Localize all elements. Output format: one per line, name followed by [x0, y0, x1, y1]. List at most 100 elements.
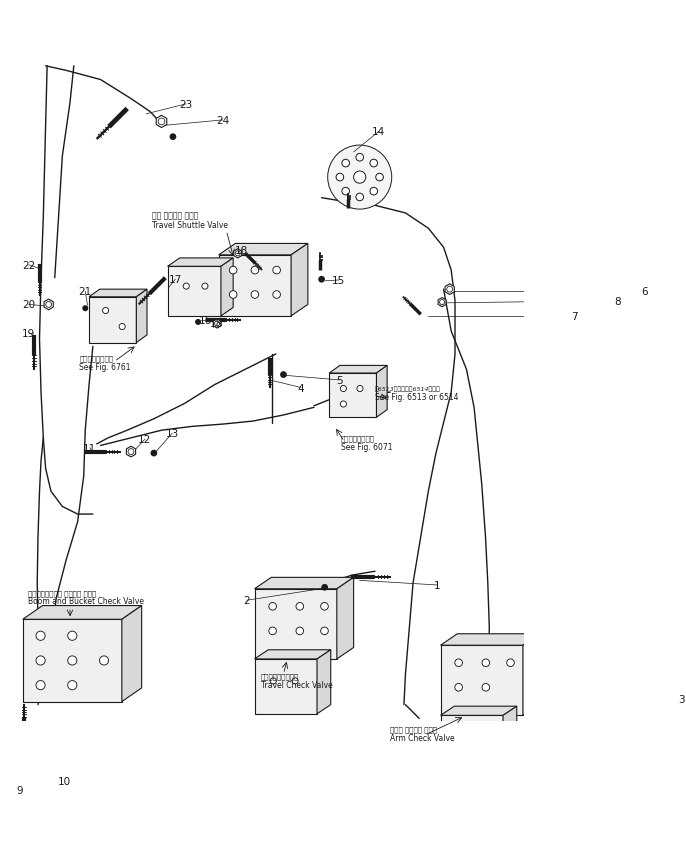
Polygon shape	[167, 267, 221, 317]
Polygon shape	[440, 634, 540, 646]
Circle shape	[119, 324, 126, 330]
Polygon shape	[89, 297, 137, 344]
Circle shape	[342, 188, 349, 195]
Polygon shape	[23, 606, 142, 620]
Polygon shape	[221, 258, 233, 317]
Circle shape	[356, 154, 364, 162]
Circle shape	[320, 603, 329, 610]
Circle shape	[183, 284, 189, 290]
Circle shape	[376, 174, 383, 182]
Polygon shape	[503, 706, 517, 771]
Circle shape	[455, 684, 462, 691]
Circle shape	[296, 603, 304, 610]
Polygon shape	[213, 319, 221, 329]
Circle shape	[455, 660, 462, 666]
Circle shape	[36, 681, 45, 690]
Text: 20: 20	[22, 300, 36, 310]
Text: 18: 18	[210, 319, 223, 329]
Circle shape	[36, 631, 45, 641]
Polygon shape	[137, 290, 147, 344]
Text: 2: 2	[244, 596, 250, 605]
Polygon shape	[255, 660, 317, 714]
Polygon shape	[523, 634, 540, 715]
Circle shape	[370, 160, 377, 168]
Circle shape	[507, 660, 514, 666]
Polygon shape	[23, 620, 122, 702]
Circle shape	[456, 734, 462, 740]
Circle shape	[54, 748, 59, 753]
Polygon shape	[255, 589, 337, 660]
Circle shape	[296, 628, 304, 635]
Circle shape	[269, 603, 276, 610]
Text: 23: 23	[179, 100, 193, 109]
Polygon shape	[44, 300, 54, 310]
Text: 走行チェックバルブ: 走行チェックバルブ	[261, 672, 299, 679]
Polygon shape	[126, 447, 136, 457]
Text: 5: 5	[336, 375, 342, 386]
Text: 8: 8	[614, 296, 621, 307]
Polygon shape	[329, 374, 377, 418]
Circle shape	[370, 188, 377, 195]
Circle shape	[83, 307, 88, 311]
Text: Travel Shuttle Valve: Travel Shuttle Valve	[152, 220, 228, 230]
Text: 第６７６１図参照: 第６７６１図参照	[79, 355, 113, 362]
Polygon shape	[337, 578, 353, 660]
Circle shape	[68, 656, 77, 666]
Text: 18: 18	[235, 245, 248, 255]
Circle shape	[292, 678, 298, 684]
Text: 4: 4	[298, 383, 305, 393]
Text: 1: 1	[434, 580, 441, 591]
Text: 15: 15	[332, 276, 345, 286]
Circle shape	[103, 308, 108, 314]
Text: 13: 13	[165, 429, 179, 439]
Text: Travel Check Valve: Travel Check Valve	[261, 680, 332, 689]
Circle shape	[482, 660, 490, 666]
Text: 24: 24	[216, 115, 229, 126]
Polygon shape	[329, 366, 387, 374]
Text: 22: 22	[22, 261, 36, 270]
Polygon shape	[234, 250, 241, 258]
Circle shape	[202, 284, 208, 290]
Circle shape	[251, 267, 259, 275]
Circle shape	[319, 277, 324, 282]
Text: 9: 9	[16, 785, 23, 796]
Text: 16: 16	[199, 316, 213, 326]
Circle shape	[320, 628, 329, 635]
Circle shape	[36, 656, 45, 666]
Circle shape	[251, 291, 259, 299]
Text: See Fig. 6513 or 6514: See Fig. 6513 or 6514	[375, 393, 458, 402]
Circle shape	[229, 267, 237, 275]
Text: Boom and Bucket Check Valve: Boom and Bucket Check Valve	[28, 597, 144, 606]
Text: 17: 17	[169, 275, 182, 285]
Text: 第６０７１図参照: 第６０７１図参照	[341, 435, 375, 442]
Circle shape	[336, 174, 344, 182]
Circle shape	[281, 373, 286, 378]
Text: 3: 3	[678, 694, 685, 703]
Text: See Fig. 6761: See Fig. 6761	[79, 362, 130, 371]
Polygon shape	[438, 298, 446, 307]
Polygon shape	[156, 116, 167, 128]
Circle shape	[99, 656, 108, 666]
Circle shape	[340, 386, 346, 392]
Polygon shape	[440, 706, 517, 715]
Circle shape	[356, 194, 364, 201]
Text: 図6513図または図6514図参照: 図6513図または図6514図参照	[375, 386, 440, 392]
Circle shape	[68, 631, 77, 641]
Text: 12: 12	[138, 435, 152, 445]
Polygon shape	[219, 256, 291, 317]
Text: 6: 6	[641, 287, 648, 297]
Circle shape	[342, 160, 349, 168]
Text: 10: 10	[58, 776, 71, 786]
Polygon shape	[41, 734, 50, 745]
Polygon shape	[440, 646, 523, 715]
Polygon shape	[167, 258, 233, 267]
Circle shape	[170, 135, 176, 140]
Text: 走行 シャトル バルブ: 走行 シャトル バルブ	[152, 212, 199, 220]
Polygon shape	[445, 284, 454, 295]
Circle shape	[340, 401, 346, 407]
Circle shape	[602, 711, 608, 716]
Circle shape	[196, 320, 200, 325]
Circle shape	[482, 684, 490, 691]
Polygon shape	[219, 245, 308, 256]
Text: 14: 14	[372, 127, 386, 137]
